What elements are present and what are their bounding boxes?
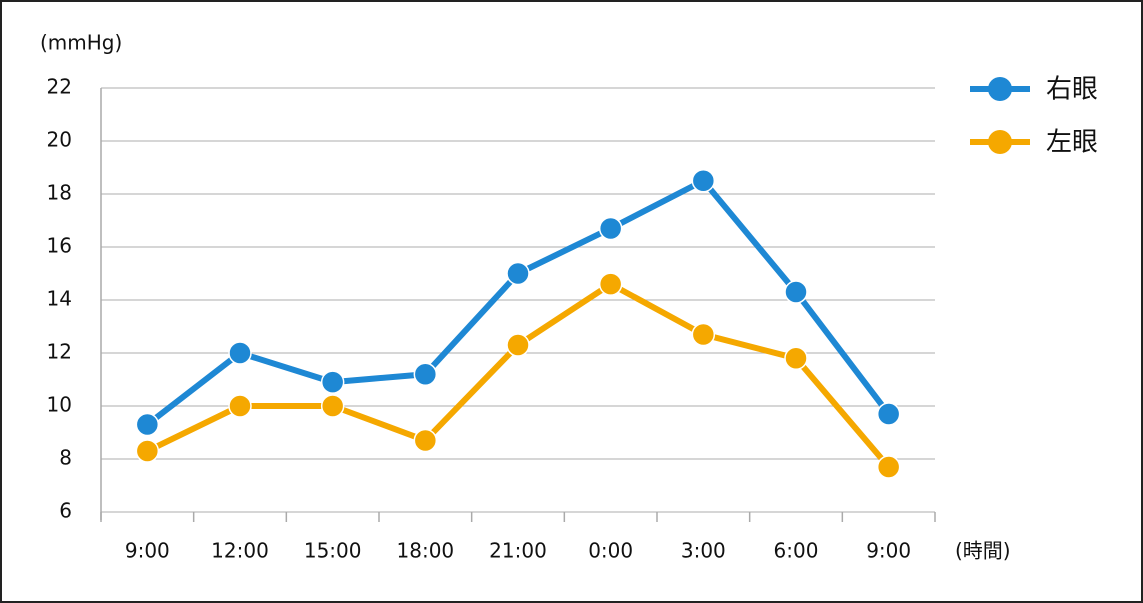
data-point (691, 322, 716, 347)
data-point (876, 402, 901, 426)
x-tick-label: 15:00 (304, 539, 362, 563)
y-tick-label: 8 (59, 446, 72, 470)
legend-marker (988, 77, 1012, 101)
y-tick-label: 12 (47, 340, 72, 364)
y-axis-label: (mmHg) (40, 31, 122, 55)
data-point (413, 428, 438, 453)
y-tick-label: 20 (47, 128, 72, 152)
legend-label: 右眼 (1046, 75, 1098, 105)
legend-marker (988, 130, 1012, 154)
y-tick-label: 6 (59, 499, 72, 523)
data-point (413, 362, 438, 386)
data-point (784, 346, 808, 371)
y-tick-label: 14 (47, 287, 72, 311)
x-tick-label: 6:00 (774, 539, 819, 563)
data-point (598, 216, 623, 241)
data-point (784, 280, 808, 304)
data-point (506, 261, 530, 286)
data-point (691, 169, 716, 193)
data-point (320, 370, 345, 394)
data-point (506, 333, 530, 357)
x-tick-label: 21:00 (489, 539, 547, 563)
y-tick-label: 16 (47, 234, 72, 258)
y-tick-label: 18 (47, 181, 72, 205)
x-tick-label: 12:00 (211, 539, 269, 563)
y-tick-label: 22 (47, 75, 72, 99)
data-point (228, 394, 252, 418)
data-point (228, 341, 252, 365)
x-tick-label: 9:00 (866, 539, 911, 563)
x-tick-label: 18:00 (397, 539, 455, 563)
data-point (135, 412, 160, 437)
data-point (876, 455, 901, 479)
x-axis-label: (時間) (955, 539, 1011, 563)
legend-label: 左眼 (1046, 128, 1098, 158)
x-tick-label: 0:00 (588, 539, 633, 563)
x-tick-label: 3:00 (681, 539, 726, 563)
data-point (320, 394, 345, 418)
x-tick-label: 9:00 (125, 539, 170, 563)
data-point (598, 272, 623, 296)
y-tick-label: 10 (47, 393, 72, 417)
data-point (135, 439, 160, 463)
